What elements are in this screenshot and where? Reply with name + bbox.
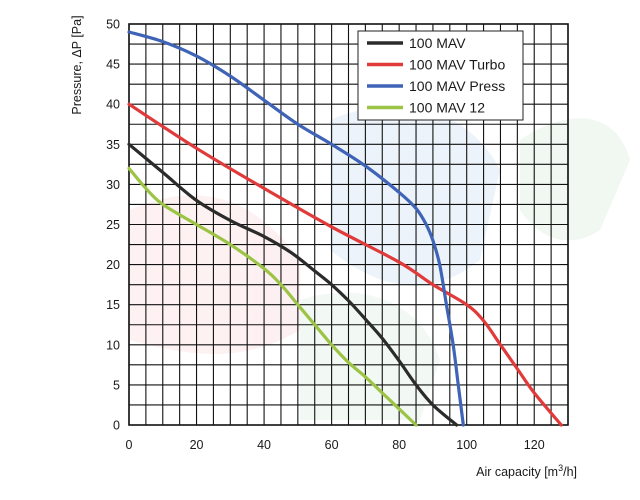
x-tick-label: 120	[524, 438, 545, 452]
y-tick-label: 15	[106, 298, 120, 312]
y-tick-label: 20	[106, 258, 120, 272]
x-tick-label: 40	[257, 438, 271, 452]
series-line-100-mav-press	[127, 30, 465, 427]
legend-label-100-mav-12: 100 MAV 12	[409, 100, 485, 116]
x-tick-label: 20	[190, 438, 204, 452]
series-line-100-mav-12	[127, 166, 418, 427]
series-line-100-mav	[127, 142, 459, 427]
legend-label-100-mav-turbo: 100 MAV Turbo	[409, 57, 505, 73]
legend-label-100-mav-press: 100 MAV Press	[409, 78, 505, 94]
series-line-100-mav-turbo	[127, 102, 563, 427]
y-tick-label: 35	[106, 138, 120, 152]
x-tick-label: 60	[325, 438, 339, 452]
legend-label-100-mav: 100 MAV	[409, 35, 466, 51]
x-tick-label: 0	[126, 438, 133, 452]
series-layer	[127, 30, 563, 427]
y-tick-label: 30	[106, 178, 120, 192]
axis-tick-labels: 0 20 40 60 80 100 120 0 5 10 15 20 25 30 35 40 45 50	[106, 18, 545, 453]
y-tick-label: 40	[106, 98, 120, 112]
y-tick-label: 25	[106, 218, 120, 232]
y-tick-label: 0	[113, 419, 120, 433]
plot-frame	[128, 23, 569, 426]
x-tick-label: 80	[392, 438, 406, 452]
x-tick-label: 100	[456, 438, 477, 452]
x-axis-title: Air capacity [m3/h]	[476, 463, 577, 479]
y-tick-label: 45	[106, 58, 120, 72]
y-tick-label: 5	[113, 378, 120, 392]
legend: 100 MAV 100 MAV Turbo 100 MAV Press 100 MAV…	[357, 30, 524, 121]
y-tick-label: 10	[106, 338, 120, 352]
y-tick-label: 50	[106, 18, 120, 32]
y-axis-title: Pressure, ΔP [Pa]	[70, 15, 84, 114]
legend-box	[357, 30, 524, 121]
